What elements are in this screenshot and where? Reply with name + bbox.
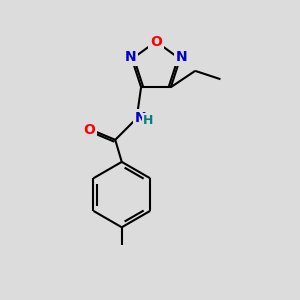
Text: O: O	[150, 34, 162, 49]
Text: H: H	[143, 114, 154, 127]
Text: N: N	[176, 50, 188, 64]
Text: O: O	[84, 123, 96, 137]
Text: N: N	[134, 111, 146, 125]
Text: N: N	[124, 50, 136, 64]
